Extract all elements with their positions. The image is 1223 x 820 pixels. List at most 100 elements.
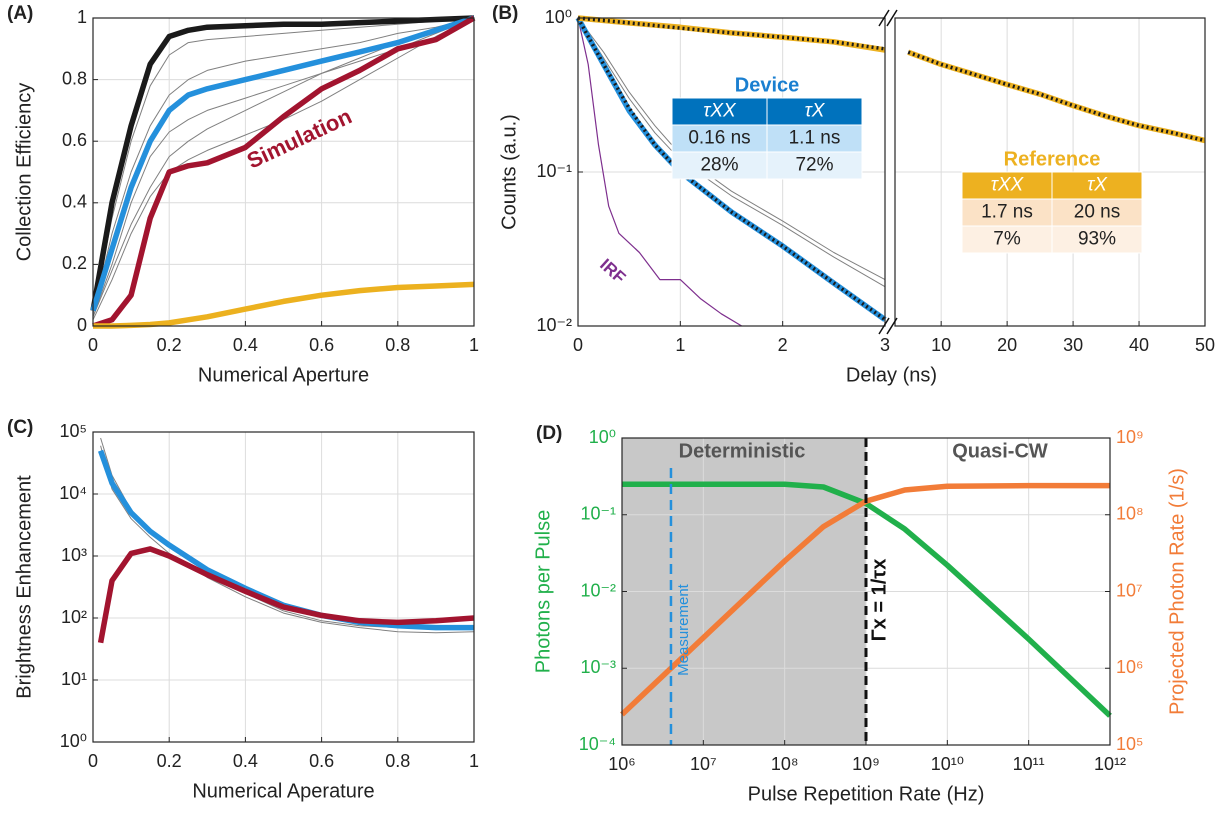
table-header: τX [1087,175,1108,196]
y2-tick-label: 10⁶ [1116,657,1143,677]
table-cell: 93% [1078,229,1116,250]
y-tick-label: 10⁻¹ [536,161,572,181]
x-axis-label: Pulse Repetition Rate (Hz) [748,783,985,805]
x-tick-label: 10 [931,335,951,355]
x-tick-label: 3 [880,335,890,355]
series-line [92,17,475,314]
series-line [92,17,475,314]
y-tick-label: 0.4 [62,192,87,212]
y2-tick-label: 10⁸ [1116,504,1144,524]
y-axis-label: Photons per Pulse [532,510,554,673]
series-line [100,445,475,634]
x-tick-label: 10¹¹ [1013,754,1045,774]
series-line [97,546,475,644]
table-title: Reference [1004,148,1101,170]
y-tick-label: 10⁰ [60,731,87,751]
x-tick-label: 0.2 [157,335,182,355]
table-cell-bg [671,151,768,180]
series-line [93,281,475,329]
panel-label: (C) [7,417,33,438]
x-tick-label: 0.4 [233,751,258,771]
table-header-cell [1051,171,1143,200]
axes-frame [894,17,1206,327]
x-tick-label: 0.6 [309,751,334,771]
y-tick-label: 0 [77,315,87,335]
x-tick-label: 30 [1063,335,1083,355]
axes-frame [577,17,886,327]
x-tick-label: 10⁹ [852,754,880,774]
x-tick-label: 20 [997,335,1017,355]
y2-tick-label: 10⁵ [1116,734,1143,754]
table-header-cell [766,97,863,126]
table-cell-bg [766,124,863,153]
panel-label: (D) [536,423,562,444]
y-axis-label: Brightness Enhancement [13,475,35,699]
series-line [92,17,475,321]
x-tick-label: 0 [88,751,98,771]
x-tick-label: 0 [88,335,98,355]
series-line [98,449,474,631]
table-cell-bg [671,124,768,153]
y-tick-label: 0.6 [62,130,87,150]
panel-label: (B) [492,3,518,24]
table-header: τXX [991,175,1025,196]
series-line [577,17,743,327]
annotation: Deterministic [679,440,806,462]
axis-break [878,317,898,335]
y-tick-label: 1 [77,7,87,27]
table-cell-bg [1051,198,1143,227]
x-tick-label: 40 [1129,335,1149,355]
x-tick-label: 10⁶ [608,754,635,774]
y2-axis-label: Projected Photon Rate (1/s) [1166,468,1188,715]
table-cell: 1.1 ns [789,128,841,149]
table-header: τXX [703,101,737,122]
axis-break [878,9,898,27]
x-tick-label: 0.6 [309,335,334,355]
series-line [90,15,475,312]
table-cell: 20 ns [1074,202,1120,223]
x-axis-label: Numerical Aperature [192,780,374,802]
axes-frame [621,437,1111,746]
table-cell: 7% [993,229,1021,250]
y-tick-label: 10⁰ [545,7,572,27]
y-tick-label: 0.8 [62,68,87,88]
series-line [577,16,1206,143]
x-tick-label: 0.4 [233,335,258,355]
y-tick-label: 10⁵ [60,421,87,441]
x-axis-label: Delay (ns) [846,364,937,386]
annotation: Quasi-CW [952,440,1048,462]
y2-tick-label: 10⁷ [1116,580,1143,600]
table-cell: 1.7 ns [981,202,1033,223]
table-title: Device [735,74,800,96]
y-tick-label: 10⁰ [589,427,616,447]
annotation: Measurement [675,583,692,676]
table-cell-bg [766,151,863,180]
x-tick-label: 2 [778,335,788,355]
y-tick-label: 10⁻³ [580,657,616,677]
y-tick-label: 0.2 [62,253,87,273]
axes-frame [92,17,475,327]
x-tick-label: 50 [1195,335,1215,355]
table-cell: 28% [700,155,738,176]
series-line [92,15,476,329]
x-tick-label: 1 [469,335,479,355]
x-tick-label: 10¹² [1094,754,1126,774]
y-tick-label: 10² [61,607,87,627]
y2-tick-label: 10⁹ [1116,427,1144,447]
table-cell-bg [961,225,1053,254]
x-tick-label: 10⁸ [771,754,799,774]
annotation: Γx = 1/τx [868,559,890,642]
x-tick-label: 0.8 [385,751,410,771]
x-tick-label: 0.2 [157,751,182,771]
table-cell: 72% [795,155,833,176]
y-tick-label: 10⁻⁴ [579,734,616,754]
table-header: τX [805,101,826,122]
table-cell-bg [961,198,1053,227]
annotation: IRF [596,255,629,287]
series-line [90,15,475,312]
x-axis-label: Numerical Aperture [198,364,369,386]
y-tick-label: 10¹ [61,669,87,689]
y-axis-label: Collection Efficiency [13,83,35,262]
x-tick-label: 1 [469,751,479,771]
